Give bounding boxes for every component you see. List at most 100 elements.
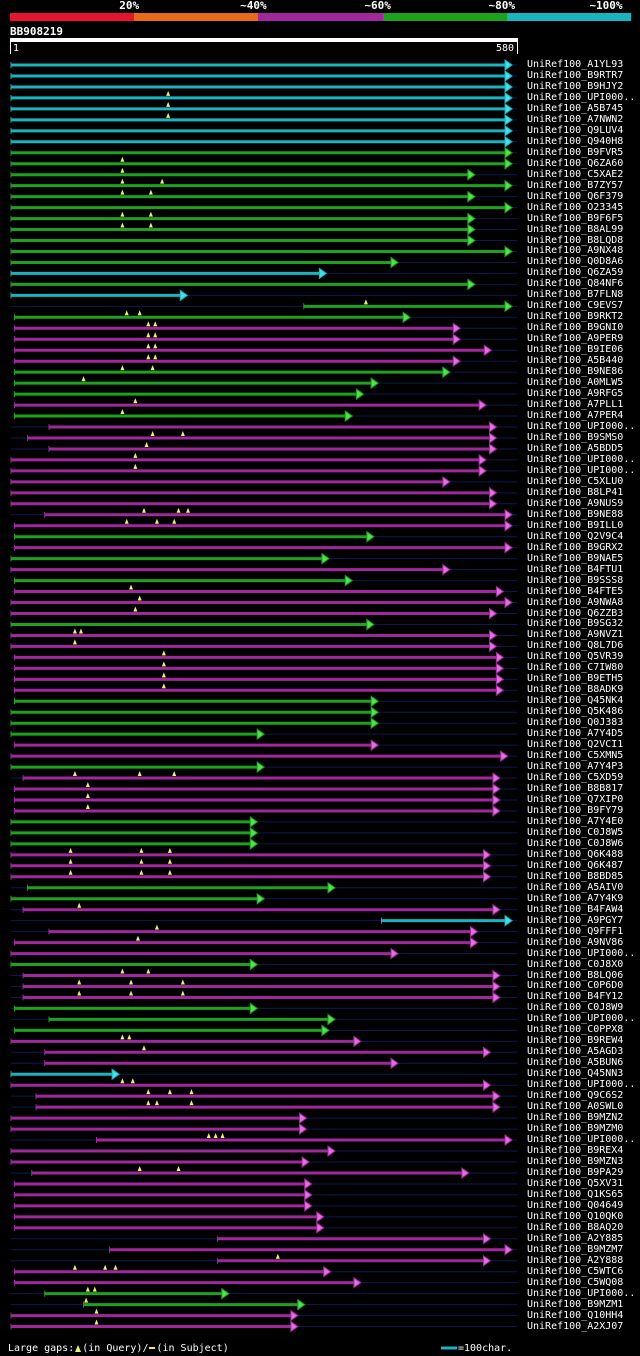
hit-label[interactable]: UniRef100_B8AQ20 <box>527 1221 624 1233</box>
hit-label[interactable]: UniRef100_A0SWL0 <box>527 1101 624 1113</box>
hit-label[interactable]: UniRef100_A9NWA8 <box>527 596 624 608</box>
hit-label[interactable]: UniRef100_A7NWN2 <box>527 113 624 125</box>
hit-label[interactable]: UniRef100_B9GNI0 <box>527 322 624 334</box>
hit-label[interactable]: UniRef100_A9RFG5 <box>527 388 624 400</box>
hit-label[interactable]: UniRef100_B9SMS0 <box>527 431 624 443</box>
hit-label[interactable]: UniRef100_Q940H8 <box>527 135 624 147</box>
hit-label[interactable]: UniRef100_B4FY12 <box>527 991 624 1003</box>
hit-label[interactable]: UniRef100_B4FTU1 <box>527 563 624 575</box>
hit-label[interactable]: UniRef100_Q9C6S2 <box>527 1090 624 1102</box>
hit-label[interactable]: UniRef100_A5B440 <box>527 355 624 367</box>
hit-label[interactable]: UniRef100_B9F6F5 <box>527 212 624 224</box>
hit-label[interactable]: UniRef100_B9NAE5 <box>527 552 624 564</box>
hit-label[interactable]: UniRef100_Q9FFF1 <box>527 925 624 937</box>
hit-label[interactable]: UniRef100_B9NE88 <box>527 508 624 520</box>
hit-label[interactable]: UniRef100_C5WTC6 <box>527 1265 624 1277</box>
hit-label[interactable]: UniRef100_Q45NK4 <box>527 695 624 707</box>
hit-label[interactable]: UniRef100_B9FY79 <box>527 804 624 816</box>
hit-label[interactable]: UniRef100_B9FVR5 <box>527 146 624 158</box>
hit-label[interactable]: UniRef100_UPI000.. <box>527 1134 636 1146</box>
hit-label[interactable]: UniRef100_Q1KS65 <box>527 1188 624 1200</box>
hit-label[interactable]: UniRef100_B8ADK9 <box>527 684 624 696</box>
hit-label[interactable]: UniRef100_Q04649 <box>527 1199 624 1211</box>
hit-label[interactable]: UniRef100_UPI000.. <box>527 91 636 103</box>
hit-label[interactable]: UniRef100_Q6F379 <box>527 190 624 202</box>
hit-label[interactable]: UniRef100_UPI000.. <box>527 421 636 432</box>
hit-label[interactable]: UniRef100_Q6K488 <box>527 848 624 860</box>
hit-label[interactable]: UniRef100_B9RTR7 <box>527 69 624 81</box>
hit-label[interactable]: UniRef100_B9REW4 <box>527 1035 624 1047</box>
hit-label[interactable]: UniRef100_B8AL99 <box>527 223 624 235</box>
hit-label[interactable]: UniRef100_B8LP41 <box>527 486 624 498</box>
hit-label[interactable]: UniRef100_B4FTE5 <box>527 585 624 597</box>
hit-label[interactable]: UniRef100_A9PGY7 <box>527 914 624 926</box>
hit-label[interactable]: UniRef100_B7ZY57 <box>527 179 624 191</box>
hit-label[interactable]: UniRef100_A9NV86 <box>527 936 624 948</box>
hit-label[interactable]: UniRef100_Q45NN3 <box>527 1068 624 1080</box>
hit-label[interactable]: UniRef100_A5BUN6 <box>527 1057 624 1069</box>
hit-label[interactable]: UniRef100_B9NE86 <box>527 366 624 378</box>
hit-label[interactable]: UniRef100_Q0J383 <box>527 717 624 729</box>
hit-label[interactable]: UniRef100_B9MZN2 <box>527 1112 624 1124</box>
hit-label[interactable]: UniRef100_B9ETH5 <box>527 673 624 685</box>
hit-label[interactable]: UniRef100_A5AIV0 <box>527 881 624 893</box>
hit-label[interactable]: UniRef100_Q6ZA59 <box>527 267 624 279</box>
hit-label[interactable]: UniRef100_B9MZM0 <box>527 1123 624 1135</box>
hit-label[interactable]: UniRef100_Q5XV31 <box>527 1177 624 1189</box>
hit-label[interactable]: UniRef100_B9HJY2 <box>527 80 624 92</box>
hit-label[interactable]: UniRef100_C0PPX8 <box>527 1024 624 1036</box>
hit-label[interactable]: UniRef100_O23345 <box>527 201 624 213</box>
hit-label[interactable]: UniRef100_A1YL93 <box>527 59 624 70</box>
hit-label[interactable]: UniRef100_Q84NF6 <box>527 278 624 290</box>
hit-label[interactable]: UniRef100_UPI000.. <box>527 1287 636 1299</box>
hit-label[interactable]: UniRef100_B9SG32 <box>527 618 624 630</box>
hit-label[interactable]: UniRef100_C7IW80 <box>527 662 624 674</box>
hit-label[interactable]: UniRef100_A9NX48 <box>527 245 624 257</box>
hit-label[interactable]: UniRef100_A7Y4D5 <box>527 728 624 740</box>
hit-label[interactable]: UniRef100_B7FLN8 <box>527 289 624 301</box>
hit-label[interactable]: UniRef100_Q9LUV4 <box>527 124 624 136</box>
hit-label[interactable]: UniRef100_A5AGD3 <box>527 1046 624 1058</box>
hit-label[interactable]: UniRef100_A9NUS9 <box>527 497 624 509</box>
hit-label[interactable]: UniRef100_Q5K486 <box>527 706 624 718</box>
hit-label[interactable]: UniRef100_C5XMN5 <box>527 750 624 762</box>
hit-label[interactable]: UniRef100_B8B817 <box>527 783 624 795</box>
hit-label[interactable]: UniRef100_C0J8W9 <box>527 1002 624 1014</box>
hit-label[interactable]: UniRef100_C5XAE2 <box>527 168 624 180</box>
hit-label[interactable]: UniRef100_B9RKT2 <box>527 311 624 323</box>
hit-label[interactable]: UniRef100_Q2V9C4 <box>527 530 624 542</box>
hit-label[interactable]: UniRef100_UPI000.. <box>527 453 636 465</box>
hit-label[interactable]: UniRef100_B8BD85 <box>527 870 624 882</box>
hit-label[interactable]: UniRef100_Q10HH4 <box>527 1309 624 1321</box>
hit-label[interactable]: UniRef100_A7Y4P3 <box>527 761 624 773</box>
hit-label[interactable]: UniRef100_A9PER9 <box>527 333 624 345</box>
hit-label[interactable]: UniRef100_B8LQD8 <box>527 234 624 246</box>
hit-label[interactable]: UniRef100_Q6ZZB3 <box>527 607 624 619</box>
hit-label[interactable]: UniRef100_Q2VCI1 <box>527 739 624 751</box>
hit-label[interactable]: UniRef100_C5WQ08 <box>527 1276 624 1288</box>
hit-label[interactable]: UniRef100_Q6ZA60 <box>527 157 624 169</box>
hit-label[interactable]: UniRef100_Q5VR39 <box>527 651 624 663</box>
hit-label[interactable]: UniRef100_B4FAW4 <box>527 903 624 915</box>
hit-label[interactable]: UniRef100_A2Y888 <box>527 1254 624 1266</box>
hit-label[interactable]: UniRef100_A9NVZ1 <box>527 629 624 641</box>
hit-label[interactable]: UniRef100_UPI000.. <box>527 1079 636 1091</box>
hit-label[interactable]: UniRef100_C0J8W6 <box>527 837 624 849</box>
hit-label[interactable]: UniRef100_B9ILL0 <box>527 519 624 531</box>
hit-label[interactable]: UniRef100_B9MZN3 <box>527 1156 624 1167</box>
hit-label[interactable]: UniRef100_UPI000.. <box>527 1013 636 1025</box>
hit-label[interactable]: UniRef100_B9MZM7 <box>527 1243 624 1255</box>
hit-label[interactable]: UniRef100_B8LQ06 <box>527 969 624 981</box>
hit-label[interactable]: UniRef100_A2XJ07 <box>527 1320 624 1332</box>
hit-label[interactable]: UniRef100_B9PA29 <box>527 1166 624 1178</box>
hit-label[interactable]: UniRef100_B9MZM1 <box>527 1298 624 1310</box>
hit-label[interactable]: UniRef100_A0MLW5 <box>527 377 624 389</box>
hit-label[interactable]: UniRef100_C0J8W5 <box>527 826 624 838</box>
hit-label[interactable]: UniRef100_A5B745 <box>527 102 624 114</box>
hit-label[interactable]: UniRef100_C0J8X0 <box>527 958 624 970</box>
hit-label[interactable]: UniRef100_C5XD59 <box>527 772 624 784</box>
hit-label[interactable]: UniRef100_C0P6D0 <box>527 980 624 992</box>
hit-label[interactable]: UniRef100_B9REX4 <box>527 1145 624 1157</box>
hit-label[interactable]: UniRef100_Q7XIP0 <box>527 793 624 805</box>
hit-label[interactable]: UniRef100_B9IE06 <box>527 344 624 356</box>
